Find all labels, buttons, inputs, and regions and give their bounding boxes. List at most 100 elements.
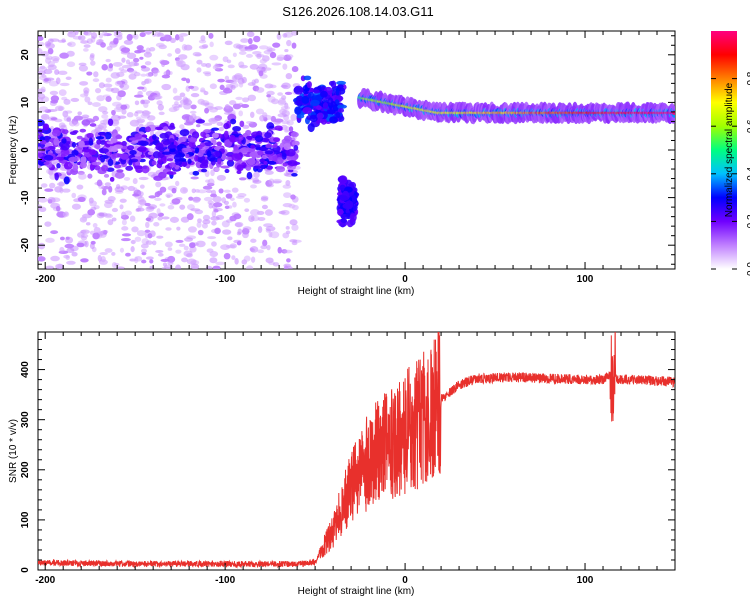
spectrogram-cell <box>120 50 131 55</box>
spectrogram-cell <box>214 167 220 172</box>
spectrogram-cell <box>345 200 354 210</box>
spectrogram-cell <box>117 115 127 119</box>
y-tick-label: 0 <box>20 147 31 153</box>
spectrogram-cell <box>43 154 54 161</box>
spectrogram-cell <box>198 39 207 44</box>
spectrogram-cell <box>286 119 294 126</box>
spectrogram-cell <box>326 109 336 115</box>
spectrogram-cell <box>174 47 181 54</box>
spectrogram-cell <box>202 185 213 190</box>
spectrogram-cell <box>242 124 250 129</box>
spectrogram-cell <box>114 186 125 193</box>
spectrogram-cell <box>231 153 241 161</box>
spectrogram-cell <box>45 265 55 269</box>
spectrogram-cell <box>192 196 201 203</box>
spectrogram-cell <box>83 44 91 48</box>
spectrogram-cell <box>152 70 160 74</box>
spectrogram-cell <box>253 165 261 169</box>
spectrogram-cell <box>286 148 296 157</box>
spectrogram-cell <box>285 226 290 230</box>
spectrogram-cell <box>91 32 98 39</box>
spectrogram-cell <box>79 81 89 86</box>
spectrogram-cell <box>225 193 233 199</box>
spectrogram-cell <box>238 82 244 88</box>
spectrogram-cell <box>316 112 324 120</box>
spectrogram-cell <box>169 138 175 143</box>
y-tick-label: 400 <box>20 361 31 378</box>
spectrogram-cell <box>236 170 242 175</box>
spectrogram-cell <box>180 216 190 223</box>
spectrogram-cell <box>132 178 138 185</box>
spectrogram-cell <box>194 147 200 154</box>
spectrogram-cell <box>129 150 137 155</box>
spectrogram-cell <box>171 198 181 205</box>
spectrogram-cell <box>269 231 280 239</box>
spectrogram-cell <box>116 71 125 77</box>
spectrogram-cell <box>44 77 55 81</box>
spectrogram-cell <box>169 37 176 43</box>
spectrogram-cell <box>207 200 214 205</box>
spectrogram-cell <box>121 57 126 63</box>
spectrogram-cell <box>54 118 63 123</box>
spectrogram-cell <box>293 145 299 151</box>
spectrogram-cell <box>157 252 164 257</box>
spectrogram-cell <box>290 131 299 138</box>
spectrogram-cell <box>203 91 209 96</box>
spectrogram-cell <box>50 99 59 104</box>
spectrogram-cell <box>157 216 163 221</box>
spectrogram-cell <box>126 52 137 59</box>
spectrogram-cell <box>205 134 210 138</box>
spectrogram-cell <box>209 83 217 90</box>
spectrogram-cell <box>50 230 59 235</box>
spectrogram-cell <box>144 202 151 207</box>
spectrogram-cell <box>203 129 212 134</box>
spectrogram-cell <box>101 165 109 172</box>
spectrogram-cell <box>111 251 116 256</box>
spectrogram-cell <box>254 135 264 143</box>
spectrogram-cell <box>124 210 132 216</box>
spectrogram-cell <box>70 97 80 103</box>
spectrogram-cell <box>156 235 164 239</box>
spectrogram-cell <box>52 57 59 64</box>
spectrogram-cell <box>330 101 336 107</box>
spectrogram-cell <box>280 209 290 216</box>
spectrogram-cell <box>246 135 253 140</box>
spectrogram-cell <box>55 156 66 161</box>
spectrogram-cell <box>192 170 200 176</box>
spectrogram-cell <box>264 150 274 155</box>
spectrogram-cell <box>250 238 257 243</box>
spectrogram-cell <box>88 137 94 146</box>
spectrogram-cell <box>132 193 140 197</box>
spectrogram-cell <box>202 122 213 126</box>
snr-series-line <box>38 332 675 569</box>
spectrogram-cell <box>227 236 233 241</box>
spectrogram-cell <box>49 90 59 96</box>
spectrogram-cell <box>101 64 108 71</box>
spectrogram-cell <box>167 53 172 57</box>
spectrogram-cell <box>283 263 292 268</box>
colorbar-ticks: 0.0 0.2 0.4 0.6 0.8 <box>711 71 750 276</box>
spectrogram-cell <box>65 110 73 114</box>
spectrogram-cell <box>110 87 120 94</box>
spectrogram-cell <box>291 224 299 231</box>
spectrogram-cell <box>217 78 226 83</box>
spectrogram-cell <box>282 33 288 38</box>
spectrogram-cell <box>267 160 277 165</box>
spectrogram-cell <box>119 83 130 91</box>
spectrogram-cell <box>38 242 46 250</box>
spectrogram-cell <box>226 59 232 64</box>
spectrogram-cell <box>155 42 165 48</box>
spectrogram-cell <box>185 153 190 159</box>
spectrogram-cell <box>210 216 220 221</box>
spectrogram-cell <box>81 215 87 221</box>
spectrogram-cell <box>223 189 231 193</box>
spectrogram-cell <box>140 65 147 69</box>
spectrogram-cell <box>120 104 128 110</box>
spectrogram-cell <box>83 47 89 52</box>
spectrogram-cell <box>79 161 88 169</box>
spectrogram-cell <box>208 32 214 39</box>
spectrogram-cell <box>214 106 223 110</box>
spectrogram-cell <box>152 240 157 246</box>
spectrogram-cell <box>224 205 230 209</box>
spectrogram-cell <box>59 236 65 241</box>
